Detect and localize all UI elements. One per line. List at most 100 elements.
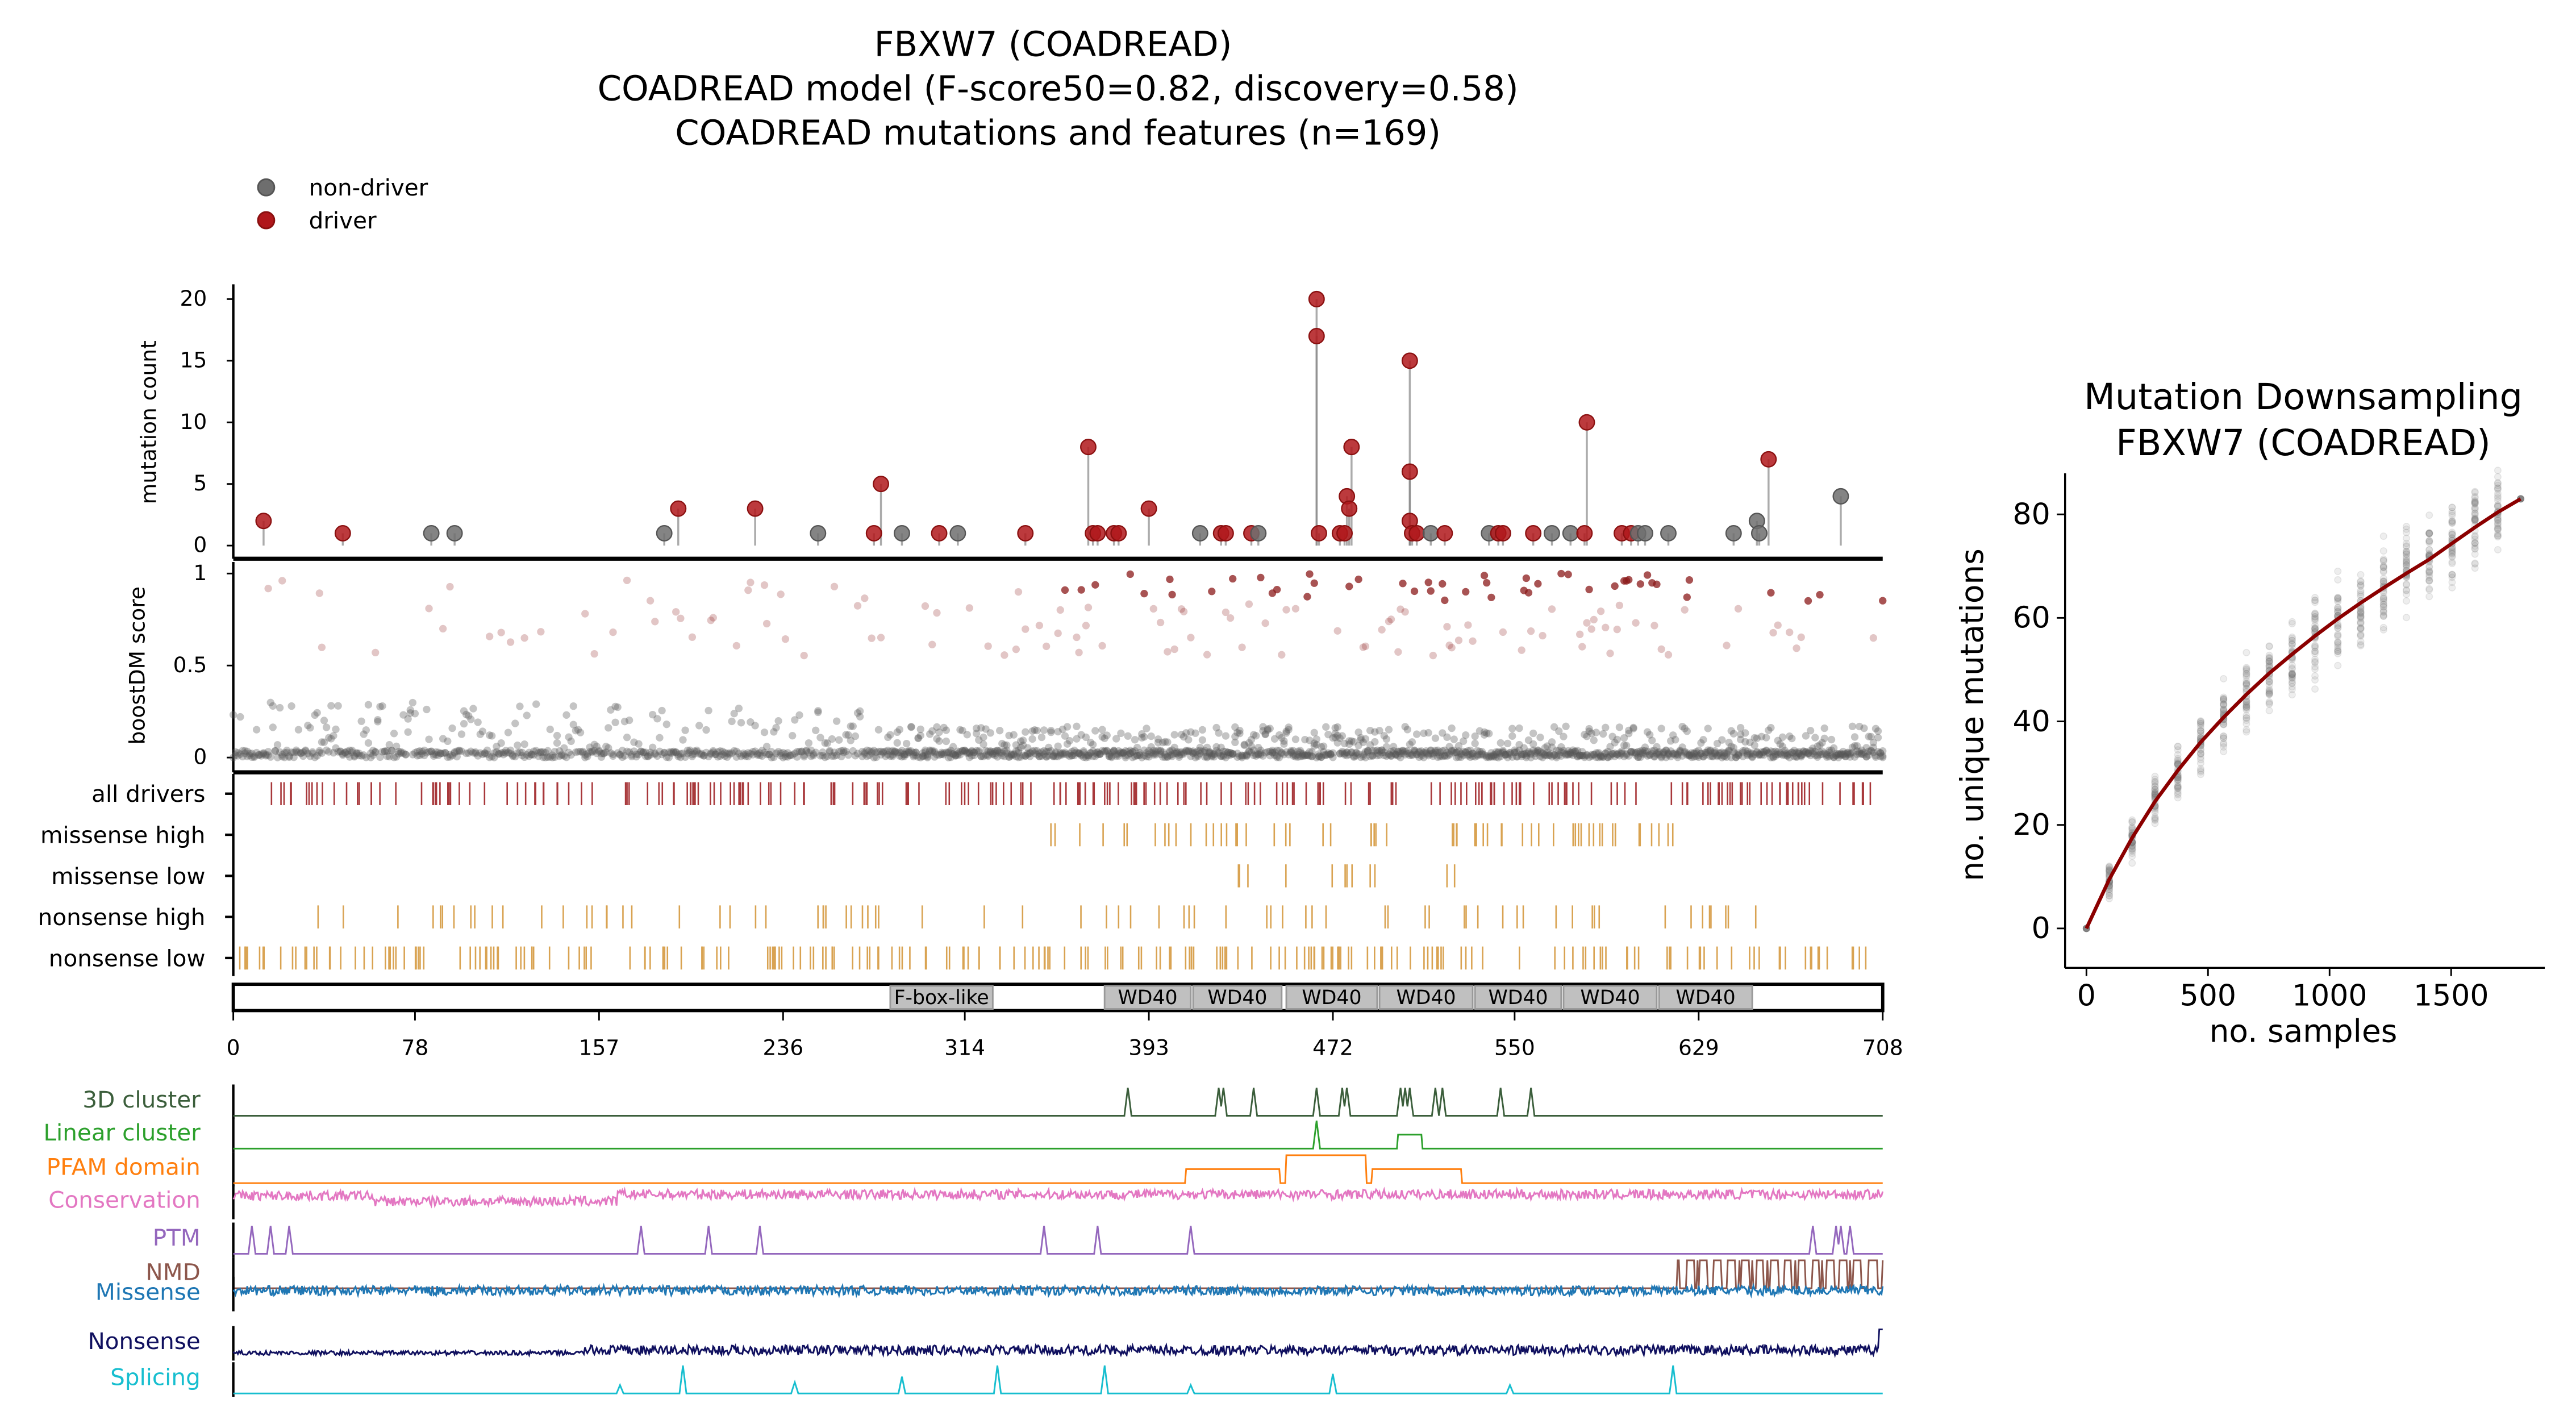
downsampling-point xyxy=(2265,700,2273,708)
score-point-non-driver xyxy=(1562,750,1570,758)
score-point-non-driver xyxy=(1138,730,1146,738)
score-point-non-driver xyxy=(1189,747,1197,755)
downsampling-point xyxy=(2402,614,2411,622)
score-point-non-driver xyxy=(1049,752,1057,760)
score-point-non-driver xyxy=(807,746,815,755)
score-point-non-driver xyxy=(378,748,386,756)
score-point-non-driver xyxy=(1094,748,1102,756)
score-point-non-driver xyxy=(1389,743,1398,751)
score-point-non-driver xyxy=(660,749,668,757)
score-point-non-driver xyxy=(1266,725,1274,732)
score-point-non-driver xyxy=(1291,735,1300,743)
score-point-non-driver xyxy=(1105,752,1114,760)
score-point-non-driver xyxy=(742,750,750,758)
score-point-non-driver xyxy=(753,751,761,759)
score-point-non-driver xyxy=(1086,749,1095,757)
score-point-non-driver xyxy=(646,751,655,759)
score-point-non-driver xyxy=(1143,749,1151,757)
score-point-non-driver xyxy=(1532,752,1540,760)
score-point-non-driver xyxy=(1716,752,1724,760)
score-point-non-driver xyxy=(1198,736,1207,744)
score-point-non-driver xyxy=(1518,752,1525,760)
score-point-non-driver xyxy=(1215,750,1223,757)
downsampling-point xyxy=(2106,892,2114,900)
score-point-non-driver xyxy=(1294,751,1302,759)
score-point-driver xyxy=(677,614,685,622)
score-point-non-driver xyxy=(1173,749,1181,757)
score-point-non-driver xyxy=(1198,726,1207,734)
score-point-non-driver xyxy=(970,751,978,759)
score-point-non-driver xyxy=(1520,750,1528,759)
score-point-non-driver xyxy=(1068,748,1076,756)
score-point-non-driver xyxy=(1750,751,1758,759)
score-point-non-driver xyxy=(432,751,440,759)
score-point-non-driver xyxy=(1590,736,1598,744)
score-point-non-driver xyxy=(1319,742,1328,750)
score-point-non-driver xyxy=(1352,748,1360,756)
score-point-non-driver xyxy=(1003,746,1011,755)
score-point-driver xyxy=(1443,623,1451,631)
score-point-non-driver xyxy=(1475,747,1484,756)
score-point-non-driver xyxy=(339,751,347,759)
score-point-non-driver xyxy=(756,751,764,759)
score-point-non-driver xyxy=(1506,751,1514,759)
main-title: FBXW7 (COADREAD) COADREAD model (F-score… xyxy=(598,24,1519,153)
score-point-non-driver xyxy=(497,749,505,757)
score-point-non-driver xyxy=(1276,747,1283,755)
score-point-non-driver xyxy=(1769,752,1777,761)
score-point-non-driver xyxy=(814,708,822,717)
score-point-non-driver xyxy=(832,717,841,725)
score-point-non-driver xyxy=(1713,751,1721,759)
domain-label: WD40 xyxy=(1207,986,1267,1009)
lollipop-ylabel: mutation count xyxy=(136,340,161,504)
score-point-non-driver xyxy=(975,748,983,756)
feature-line xyxy=(233,1226,1883,1255)
score-point-non-driver xyxy=(1375,747,1383,755)
score-point-non-driver xyxy=(1285,751,1293,759)
downsampling-point xyxy=(2494,481,2502,489)
score-point-non-driver xyxy=(1832,750,1840,757)
score-point-non-driver xyxy=(1154,746,1162,754)
score-point-non-driver xyxy=(844,751,852,759)
score-point-non-driver xyxy=(404,728,412,736)
score-point-non-driver xyxy=(1270,735,1279,743)
score-point-non-driver xyxy=(1389,750,1398,757)
score-point-non-driver xyxy=(1734,752,1743,760)
score-point-non-driver xyxy=(541,753,549,761)
score-point-non-driver xyxy=(1620,734,1628,742)
score-point-driver xyxy=(1664,651,1673,659)
score-point-non-driver xyxy=(677,753,685,761)
score-point-non-driver xyxy=(1548,738,1556,746)
score-point-non-driver xyxy=(1657,725,1665,732)
score-point-non-driver xyxy=(1380,748,1388,756)
score-point-non-driver xyxy=(1818,739,1826,747)
score-point-non-driver xyxy=(753,750,761,758)
score-point-non-driver xyxy=(1865,732,1873,740)
score-point-non-driver xyxy=(916,731,924,740)
score-point-driver xyxy=(1261,619,1269,627)
downsampling-point xyxy=(2334,638,2342,646)
score-point-non-driver xyxy=(266,753,274,761)
score-point-non-driver xyxy=(1357,753,1365,761)
score-point-non-driver xyxy=(1511,748,1519,756)
score-point-non-driver xyxy=(1662,747,1670,755)
score-point-non-driver xyxy=(1501,751,1510,759)
score-point-non-driver xyxy=(1660,751,1668,759)
score-point-non-driver xyxy=(1450,735,1458,743)
score-point-driver xyxy=(278,577,286,585)
downsampling-point xyxy=(2334,576,2342,584)
score-point-non-driver xyxy=(1874,748,1882,756)
score-point-non-driver xyxy=(1606,743,1614,751)
score-point-non-driver xyxy=(1469,750,1477,757)
score-point-non-driver xyxy=(963,748,971,756)
score-point-non-driver xyxy=(963,749,971,757)
score-point-non-driver xyxy=(886,752,894,760)
score-point-non-driver xyxy=(998,751,1006,760)
downsampling-point xyxy=(2265,707,2273,715)
score-point-non-driver xyxy=(900,750,908,758)
score-point-driver xyxy=(781,635,790,643)
score-point-non-driver xyxy=(1278,734,1286,742)
driver-point xyxy=(1401,463,1418,480)
title-line-1: FBXW7 (COADREAD) xyxy=(874,24,1232,64)
score-point-non-driver xyxy=(1317,753,1325,761)
